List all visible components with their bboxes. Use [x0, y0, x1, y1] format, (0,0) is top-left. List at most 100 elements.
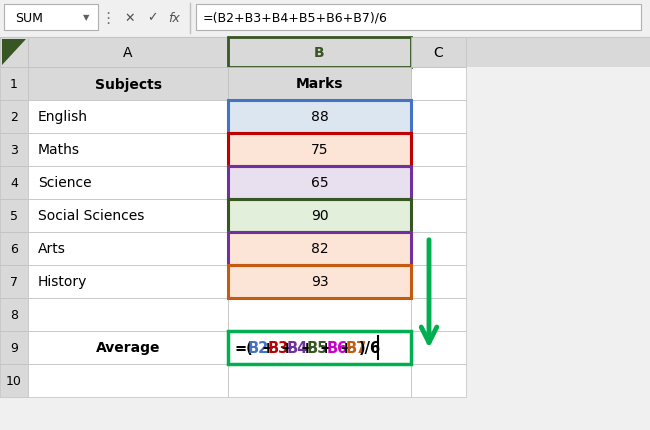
Bar — [28, 200, 228, 233]
Bar — [228, 68, 411, 101]
Text: A: A — [124, 46, 133, 60]
Bar — [228, 331, 411, 364]
Bar — [411, 38, 466, 68]
Text: 90: 90 — [311, 209, 328, 223]
Bar — [28, 166, 228, 200]
Text: B6: B6 — [326, 340, 347, 355]
Bar — [228, 101, 411, 134]
Bar — [28, 233, 228, 265]
Text: 88: 88 — [311, 110, 328, 124]
Bar — [228, 134, 411, 166]
Bar — [28, 101, 228, 134]
Bar — [228, 331, 411, 364]
Text: 5: 5 — [10, 209, 18, 222]
Text: ✕: ✕ — [125, 12, 135, 25]
Bar — [0, 68, 28, 101]
Text: )/6: )/6 — [359, 340, 381, 355]
Bar — [28, 68, 228, 101]
Text: 7: 7 — [10, 275, 18, 289]
Bar — [411, 134, 466, 166]
Text: Average: Average — [96, 341, 161, 355]
Bar — [228, 101, 411, 134]
Text: 1: 1 — [10, 78, 18, 91]
Bar — [228, 265, 411, 298]
Bar — [0, 134, 28, 166]
Text: Science: Science — [38, 176, 92, 190]
Bar — [411, 364, 466, 397]
Text: Maths: Maths — [38, 143, 80, 157]
Text: 4: 4 — [10, 177, 18, 190]
Bar — [28, 265, 228, 298]
Text: 93: 93 — [311, 275, 328, 289]
Bar — [411, 68, 466, 101]
Text: Social Sciences: Social Sciences — [38, 209, 144, 223]
Text: B7: B7 — [346, 340, 367, 355]
Text: Marks: Marks — [296, 77, 343, 91]
Bar — [0, 101, 28, 134]
Text: 75: 75 — [311, 143, 328, 157]
Text: B4: B4 — [287, 340, 308, 355]
Bar — [228, 200, 411, 233]
Bar — [28, 200, 228, 233]
Bar — [228, 166, 411, 200]
Bar — [0, 364, 28, 397]
Bar — [411, 298, 466, 331]
Bar — [228, 298, 411, 331]
Bar — [28, 166, 228, 200]
Bar — [228, 101, 411, 134]
Text: =(: =( — [235, 340, 254, 355]
Bar — [411, 265, 466, 298]
Text: B2: B2 — [248, 340, 269, 355]
Bar — [28, 265, 228, 298]
Bar — [0, 298, 28, 331]
Bar — [28, 134, 228, 166]
Bar — [0, 0, 650, 38]
Bar — [228, 68, 411, 101]
Bar — [28, 331, 228, 364]
Bar — [228, 233, 411, 265]
Text: English: English — [38, 110, 88, 124]
Bar — [28, 101, 228, 134]
Bar — [0, 38, 650, 68]
Text: Subjects: Subjects — [94, 77, 161, 91]
Bar — [228, 233, 411, 265]
Bar — [228, 134, 411, 166]
Bar — [411, 331, 466, 364]
Bar — [411, 166, 466, 200]
Bar — [28, 233, 228, 265]
Text: ▼: ▼ — [83, 13, 89, 22]
Bar — [228, 200, 411, 233]
Text: Arts: Arts — [38, 242, 66, 256]
Bar — [28, 298, 228, 331]
Text: 2: 2 — [10, 111, 18, 124]
Bar — [228, 265, 411, 298]
Bar — [411, 101, 466, 134]
Bar — [28, 331, 228, 364]
Bar — [28, 364, 228, 397]
Bar — [228, 134, 411, 166]
Bar — [228, 265, 411, 298]
Text: B3: B3 — [268, 340, 289, 355]
Text: ✓: ✓ — [147, 12, 157, 25]
Bar — [0, 200, 28, 233]
Text: +: + — [300, 340, 312, 355]
Bar — [228, 331, 411, 364]
Bar — [196, 5, 641, 31]
Text: History: History — [38, 275, 87, 289]
Bar — [0, 38, 28, 68]
Text: B: B — [314, 46, 325, 60]
Text: 65: 65 — [311, 176, 328, 190]
Text: 9: 9 — [10, 341, 18, 354]
Bar — [28, 68, 228, 101]
Text: B5: B5 — [307, 340, 328, 355]
Text: fx: fx — [168, 12, 180, 25]
Bar — [4, 5, 98, 31]
Text: 8: 8 — [10, 308, 18, 321]
Bar — [228, 364, 411, 397]
Bar — [411, 233, 466, 265]
Bar — [228, 38, 411, 68]
Bar — [28, 134, 228, 166]
Text: +: + — [339, 340, 351, 355]
Bar — [0, 265, 28, 298]
Text: 6: 6 — [10, 243, 18, 255]
